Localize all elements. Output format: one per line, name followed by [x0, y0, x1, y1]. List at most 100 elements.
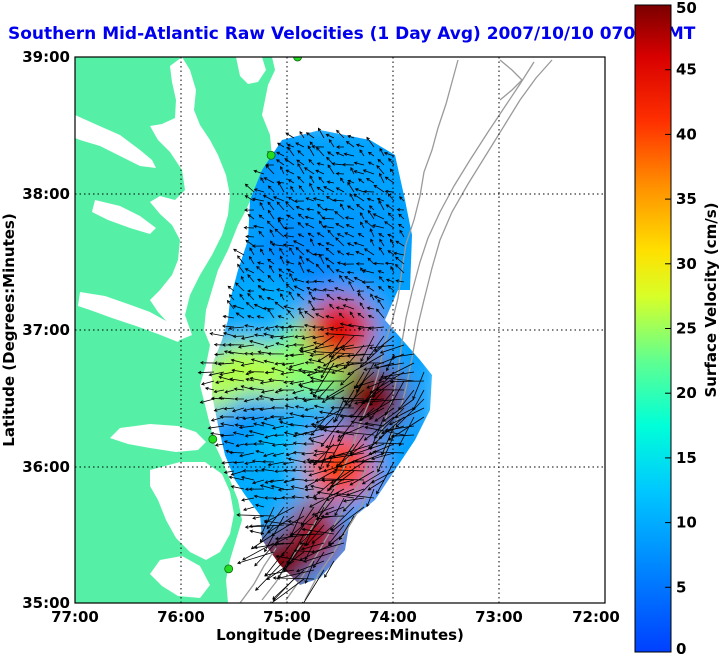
velocity-vector — [369, 389, 395, 421]
velocity-vector — [356, 204, 365, 211]
velocity-vector — [281, 362, 295, 367]
velocity-vector — [364, 421, 385, 427]
velocity-vector — [341, 162, 355, 167]
velocity-vector — [334, 497, 345, 517]
velocity-vector — [260, 421, 275, 427]
velocity-vector — [287, 179, 295, 184]
velocity-vector — [297, 162, 305, 175]
velocity-vector — [290, 485, 305, 490]
velocity-field-sample — [285, 135, 374, 224]
velocity-vector — [243, 398, 255, 403]
velocity-vector — [233, 387, 245, 391]
velocity-vector — [250, 416, 265, 421]
velocity-vector — [284, 158, 295, 166]
velocity-vector — [325, 380, 355, 399]
velocity-vector — [334, 362, 365, 368]
velocity-vector — [367, 151, 375, 157]
velocity-vector — [244, 461, 255, 465]
velocity-vector — [303, 431, 315, 436]
velocity-vector — [303, 323, 315, 328]
velocity-vector — [344, 276, 355, 283]
velocity-vector — [357, 292, 365, 301]
velocity-vector — [289, 380, 305, 385]
velocity-vector — [308, 388, 334, 392]
velocity-vector — [274, 361, 285, 366]
velocity-vector — [308, 159, 315, 166]
velocity-vector — [285, 201, 295, 211]
velocity-vector — [311, 307, 325, 312]
velocity-vector — [380, 371, 415, 379]
velocity-vector — [366, 177, 375, 184]
velocity-vector — [267, 201, 275, 211]
velocity-vector — [275, 342, 285, 346]
velocity-vector — [235, 443, 245, 448]
velocity-vector — [242, 407, 255, 412]
velocity-vector — [248, 487, 265, 491]
velocity-vector — [315, 263, 325, 274]
velocity-vector — [289, 272, 295, 283]
velocity-vector — [238, 425, 255, 430]
velocity-vector — [296, 159, 305, 166]
velocity-vector — [311, 297, 325, 301]
velocity-vector — [220, 422, 235, 427]
velocity-vector — [309, 353, 325, 357]
velocity-vector — [305, 495, 315, 499]
velocity-vector — [304, 223, 315, 229]
velocity-vector — [218, 396, 235, 400]
velocity-vector — [306, 287, 315, 292]
velocity-vector — [283, 234, 295, 238]
chesapeake-bay — [150, 57, 230, 340]
velocity-vector — [237, 255, 245, 265]
velocity-vector — [388, 157, 395, 166]
velocity-vector — [373, 261, 385, 266]
velocity-vector — [347, 323, 365, 328]
velocity-vector — [235, 282, 245, 292]
plot-area — [75, 57, 605, 603]
velocity-vector — [259, 484, 275, 490]
velocity-vector — [245, 301, 255, 310]
velocity-vector — [334, 344, 355, 350]
velocity-vector — [364, 425, 405, 436]
velocity-vector — [387, 212, 395, 220]
velocity-vector — [366, 136, 375, 148]
velocity-vector — [279, 247, 285, 256]
pamlico-sound — [150, 462, 234, 560]
velocity-vector — [208, 371, 225, 377]
velocity-vector — [251, 459, 265, 463]
velocity-vector — [299, 255, 305, 265]
x-tick-label: 74:00 — [369, 608, 417, 626]
velocity-vector — [254, 533, 285, 567]
velocity-vector — [240, 275, 245, 283]
velocity-vector — [313, 551, 325, 569]
velocity-vector — [272, 452, 285, 457]
velocity-vector — [315, 313, 325, 319]
velocity-vector — [288, 362, 305, 369]
velocity-vector — [297, 213, 305, 220]
velocity-vector — [327, 279, 335, 283]
velocity-vector — [292, 343, 305, 347]
colorbar-tick-label: 45 — [676, 61, 697, 79]
velocity-vector — [302, 469, 315, 474]
velocity-vector — [327, 151, 335, 157]
velocity-vector — [323, 207, 335, 212]
velocity-vector — [398, 213, 405, 220]
velocity-vector — [259, 524, 275, 543]
colorbar-tick-label: 10 — [676, 514, 697, 532]
velocity-vector — [360, 398, 405, 405]
y-tick-label: 39:00 — [22, 48, 70, 66]
velocity-vector — [244, 524, 285, 529]
velocity-vector — [325, 242, 335, 247]
velocity-vector — [278, 273, 285, 283]
velocity-vector — [412, 371, 425, 400]
velocity-vector — [336, 145, 344, 149]
velocity-vector — [309, 488, 345, 508]
velocity-vector — [287, 146, 295, 157]
velocity-vector — [329, 335, 345, 358]
velocity-vector — [264, 370, 275, 375]
velocity-vector — [325, 257, 335, 265]
velocity-vector — [301, 452, 315, 456]
velocity-vector — [254, 326, 265, 331]
velocity-vector — [313, 416, 325, 420]
velocity-vector — [267, 308, 275, 319]
